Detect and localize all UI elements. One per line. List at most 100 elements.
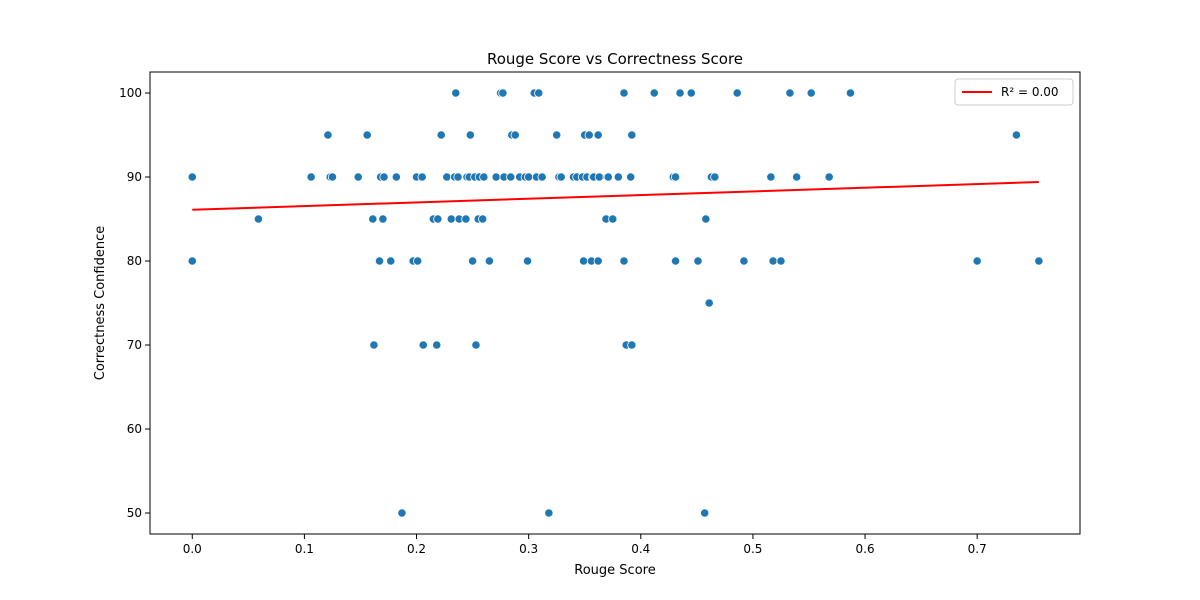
x-tick-label: 0.5 (743, 542, 762, 556)
data-point (1034, 256, 1044, 266)
data-point (556, 172, 566, 182)
x-tick-label: 0.3 (519, 542, 538, 556)
data-point (374, 256, 385, 266)
legend-box (954, 78, 1074, 106)
data-point (413, 256, 423, 266)
data-point (478, 214, 488, 224)
x-tick-label: 0.2 (407, 542, 426, 556)
data-point (327, 172, 338, 182)
trend-line-layer (192, 181, 1039, 211)
data-point (972, 256, 982, 266)
data-point (649, 88, 659, 98)
data-point (627, 130, 637, 140)
data-point (619, 88, 629, 98)
data-point (619, 256, 629, 266)
data-point (670, 256, 681, 266)
data-point (451, 88, 461, 98)
chart-title: Rouge Score vs Correctness Score (487, 50, 743, 68)
data-point (378, 214, 388, 224)
data-point (700, 508, 710, 518)
data-point (386, 256, 396, 266)
data-point (397, 508, 407, 518)
data-point (584, 130, 594, 140)
data-point (362, 130, 372, 140)
data-point (436, 130, 446, 140)
data-point (608, 214, 618, 224)
data-point (701, 214, 711, 224)
data-point (710, 172, 720, 182)
data-point (704, 298, 714, 308)
data-point (534, 88, 544, 98)
data-point (670, 172, 681, 182)
data-point (453, 172, 463, 182)
data-point (594, 172, 604, 182)
y-tick-label: 60 (127, 422, 142, 436)
data-point (603, 172, 613, 182)
data-point (353, 172, 363, 182)
data-point (776, 256, 786, 266)
axes-frame (149, 71, 1081, 535)
data-point (593, 256, 603, 266)
data-point (484, 256, 495, 266)
data-point (1011, 130, 1022, 140)
y-tick-label: 90 (127, 170, 142, 184)
data-point (187, 172, 197, 182)
data-point (253, 214, 264, 224)
data-point (522, 256, 533, 266)
data-point (766, 172, 776, 182)
data-point (471, 340, 481, 350)
data-point (446, 214, 456, 224)
x-tick-label: 0.7 (968, 542, 987, 556)
x-axis-ticks: 0.0 0.1 0.2 0.3 0.4 0.5 0.6 0.7 (183, 534, 987, 556)
data-point (306, 172, 316, 182)
x-tick-label: 0.1 (295, 542, 314, 556)
y-tick-label: 100 (119, 86, 142, 100)
data-point (369, 340, 379, 350)
data-points (187, 88, 1044, 518)
data-point (686, 88, 696, 98)
data-point (785, 88, 795, 98)
data-point (461, 214, 471, 224)
data-point (442, 172, 452, 182)
data-point (433, 214, 443, 224)
data-point (187, 256, 197, 266)
data-point (510, 130, 520, 140)
data-point (417, 172, 427, 182)
legend: R² = 0.00 (954, 78, 1074, 106)
x-tick-label: 0.6 (856, 542, 875, 556)
regression-line (192, 181, 1039, 211)
data-point (418, 340, 428, 350)
data-point (824, 172, 834, 182)
data-point (391, 172, 401, 182)
legend-label: R² = 0.00 (1001, 85, 1059, 99)
data-point (739, 256, 749, 266)
data-point (845, 88, 856, 98)
data-point (579, 256, 589, 266)
data-point (491, 172, 501, 182)
data-point (693, 256, 703, 266)
data-point (552, 130, 562, 140)
y-axis-label: Correctness Confidence (93, 226, 108, 380)
data-point (537, 172, 547, 182)
data-point (467, 256, 478, 266)
data-point (613, 172, 623, 182)
data-point (792, 172, 802, 182)
data-point (626, 172, 636, 182)
data-point (675, 88, 685, 98)
data-point (593, 130, 603, 140)
data-point (506, 172, 516, 182)
data-point (768, 256, 778, 266)
data-point (544, 508, 554, 518)
data-point (524, 172, 534, 182)
x-tick-label: 0.0 (183, 542, 202, 556)
data-point (432, 340, 442, 350)
y-tick-label: 70 (127, 338, 142, 352)
x-axis-label: Rouge Score (574, 563, 655, 578)
x-tick-label: 0.4 (631, 542, 650, 556)
data-point (379, 172, 389, 182)
data-point (323, 130, 333, 140)
y-tick-label: 50 (127, 506, 142, 520)
data-point (368, 214, 378, 224)
data-point (732, 88, 742, 98)
